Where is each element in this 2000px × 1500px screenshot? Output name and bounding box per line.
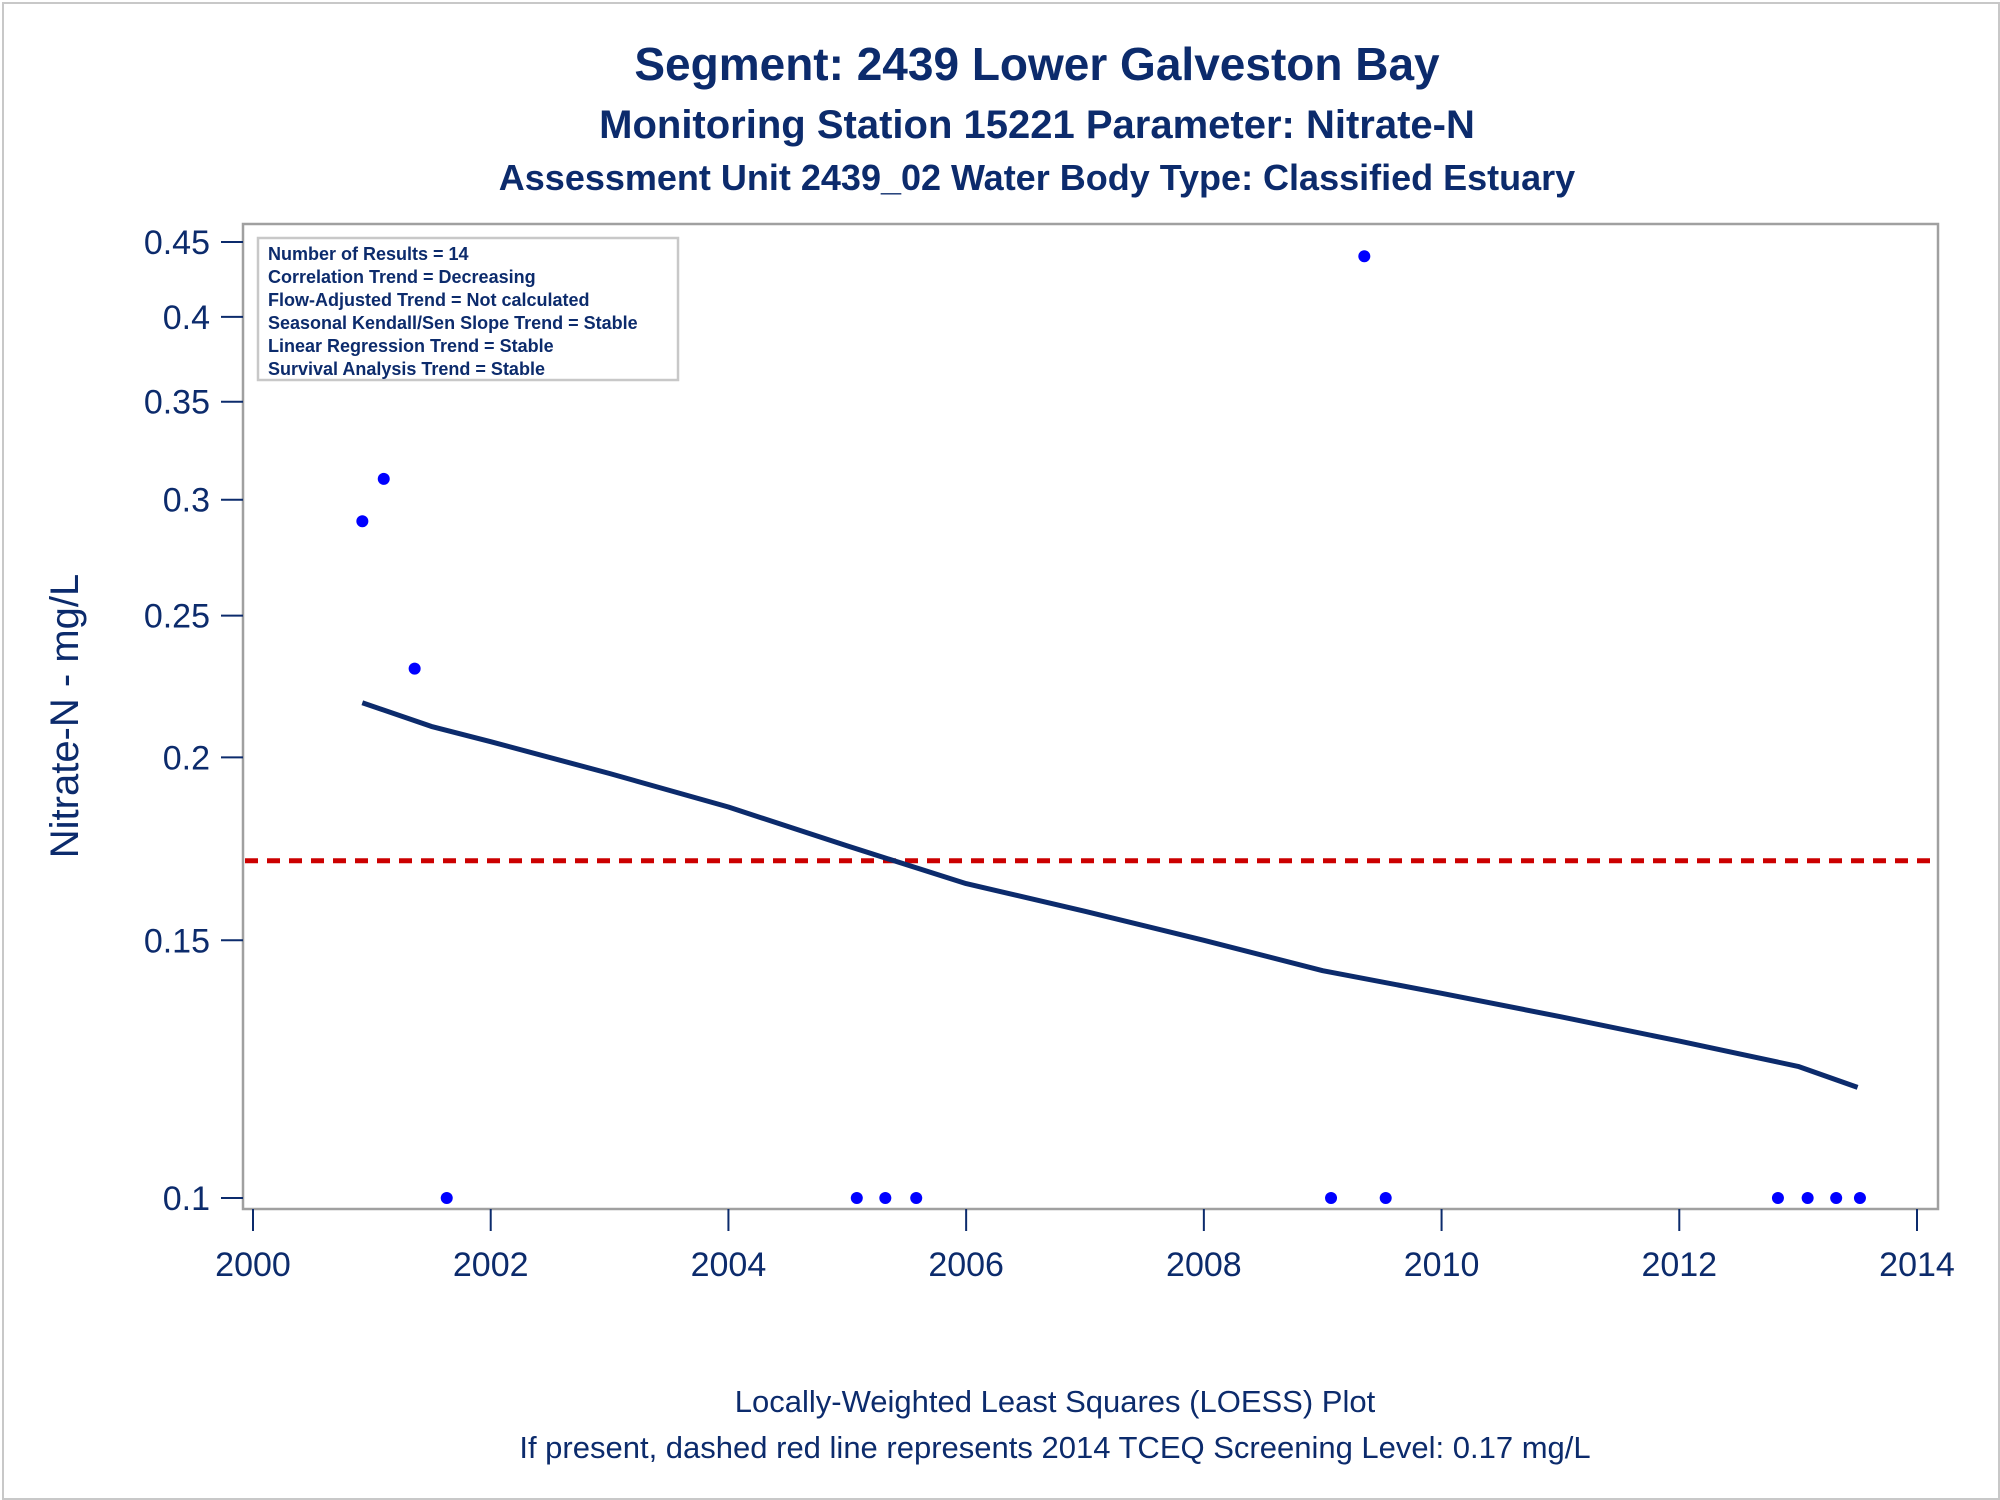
data-point (356, 515, 369, 528)
data-point (1358, 250, 1371, 263)
x-tick-label: 2004 (691, 1246, 767, 1284)
data-point (440, 1192, 453, 1204)
x-tick-label: 2012 (1641, 1246, 1717, 1284)
data-point (879, 1192, 892, 1204)
stats-line-correlation: Correlation Trend = Decreasing (268, 267, 536, 287)
y-tick-label: 0.4 (163, 299, 210, 337)
chart-subtitle-station: Monitoring Station 15221 Parameter: Nitr… (599, 103, 1475, 147)
stats-line-survival: Survival Analysis Trend = Stable (268, 359, 545, 379)
y-tick-label: 0.45 (144, 224, 210, 262)
data-point (910, 1192, 923, 1204)
data-point (1853, 1192, 1866, 1204)
plot-area (241, 222, 1940, 1211)
stats-line-linear-regression: Linear Regression Trend = Stable (268, 336, 554, 356)
stats-box (256, 236, 680, 382)
stats-line-seasonal-kendall: Seasonal Kendall/Sen Slope Trend = Stabl… (268, 313, 638, 333)
footnote-screening: If present, dashed red line represents 2… (519, 1430, 1590, 1465)
data-point (1379, 1192, 1392, 1204)
data-point (1801, 1192, 1814, 1204)
y-tick-label: 0.15 (144, 922, 210, 960)
y-axis: 0.1 0.15 0.2 0.25 0.3 0.35 0.4 0.45 (144, 224, 243, 1218)
data-point (850, 1192, 863, 1204)
y-tick-label: 0.25 (144, 598, 210, 636)
y-tick-label: 0.35 (144, 384, 210, 422)
x-tick-label: 2008 (1166, 1246, 1242, 1284)
data-point (377, 472, 390, 485)
stats-line-flow-adjusted: Flow-Adjusted Trend = Not calculated (268, 290, 590, 310)
x-tick-label: 2006 (928, 1246, 1004, 1284)
x-tick-label: 2000 (215, 1246, 291, 1284)
y-axis-label: Nitrate-N - mg/L (43, 574, 87, 859)
data-point (1325, 1192, 1338, 1204)
data-point (1771, 1192, 1784, 1204)
x-axis: 2000 2002 2004 2006 2008 2010 2012 2014 (215, 1209, 1955, 1284)
x-tick-label: 2014 (1879, 1246, 1955, 1284)
y-tick-label: 0.3 (163, 482, 210, 520)
data-points (356, 250, 1866, 1204)
chart-title: Segment: 2439 Lower Galveston Bay (634, 38, 1440, 90)
x-tick-label: 2010 (1404, 1246, 1480, 1284)
y-tick-label: 0.2 (163, 739, 210, 777)
y-tick-label: 0.1 (163, 1180, 210, 1218)
data-point (408, 662, 421, 675)
data-point (1830, 1192, 1843, 1204)
chart-subtitle-assessment: Assessment Unit 2439_02 Water Body Type:… (499, 157, 1575, 198)
x-tick-label: 2002 (453, 1246, 529, 1284)
stats-line-results: Number of Results = 14 (268, 244, 469, 264)
loess-curve (361, 700, 1859, 1090)
footnote-loess: Locally-Weighted Least Squares (LOESS) P… (735, 1384, 1376, 1419)
